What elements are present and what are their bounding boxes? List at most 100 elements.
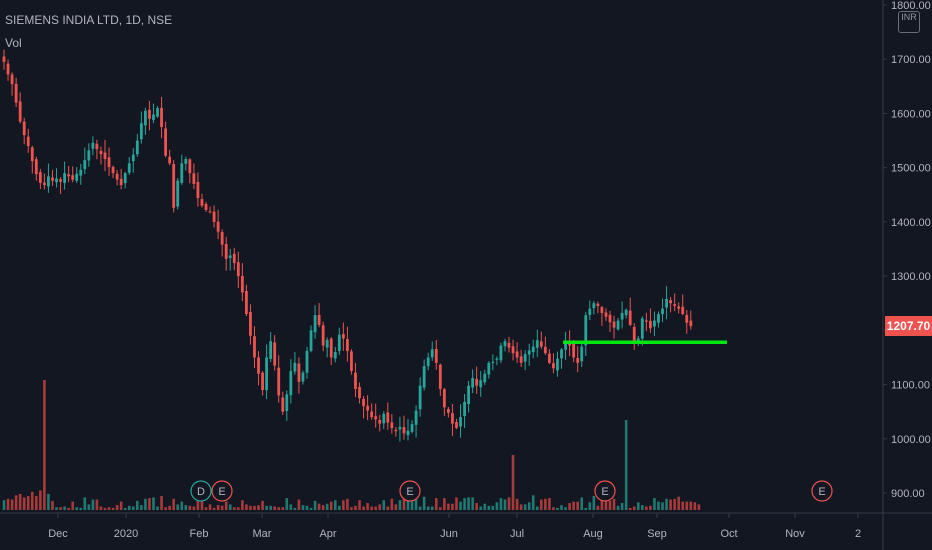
volume-bar — [156, 506, 159, 510]
volume-bar — [507, 497, 511, 510]
volume-bar — [103, 507, 107, 510]
volume-bar — [572, 501, 575, 510]
volume-bar — [511, 455, 515, 510]
candle — [337, 327, 341, 355]
candle — [55, 168, 58, 188]
volume-bar — [382, 500, 386, 510]
candle — [459, 404, 462, 438]
volume-bar — [519, 504, 523, 510]
volume-bar — [628, 507, 632, 510]
volume-bar — [673, 498, 676, 510]
candle — [499, 342, 503, 364]
volume-bar — [176, 504, 180, 510]
volume-bar — [568, 503, 571, 510]
candle — [224, 236, 228, 271]
volume-bar — [515, 498, 519, 510]
volume-bar — [487, 505, 491, 510]
candle — [228, 248, 232, 271]
volume-bar — [309, 507, 313, 510]
candle — [204, 201, 208, 212]
volume-bar — [398, 500, 402, 510]
volume-bar — [35, 496, 38, 510]
volume-bar — [463, 498, 466, 510]
candle — [115, 170, 119, 186]
candle — [257, 351, 260, 386]
candle — [341, 322, 345, 351]
candle — [616, 317, 620, 331]
volume-bar — [394, 504, 398, 510]
volume-bar — [531, 495, 535, 510]
volume-bar — [317, 503, 321, 510]
volume-bar — [556, 507, 559, 510]
candle — [103, 139, 107, 172]
candle — [374, 403, 378, 428]
volume-bar — [127, 505, 131, 510]
y-tick-label: 1800.00 — [891, 0, 931, 12]
candle — [386, 402, 390, 430]
candle — [273, 335, 277, 371]
currency-badge[interactable]: INR — [898, 11, 920, 33]
candle — [677, 302, 681, 314]
y-tick-label: 1000.00 — [891, 434, 931, 446]
candle — [180, 154, 184, 185]
volume-bar — [576, 501, 579, 510]
candle — [685, 310, 689, 334]
x-tick-label: Feb — [190, 528, 209, 540]
candle — [281, 391, 285, 415]
candle — [325, 337, 329, 358]
candle — [438, 363, 442, 396]
volume-bar — [434, 498, 438, 510]
candle — [576, 346, 580, 373]
volume-bar — [645, 506, 648, 510]
volume-bar — [370, 506, 373, 510]
volume-bar — [265, 505, 268, 510]
volume-bar — [503, 499, 507, 510]
candle — [406, 418, 410, 441]
candle — [152, 103, 155, 124]
candle — [6, 59, 10, 81]
volume-bar — [390, 498, 394, 510]
volume-bar — [313, 500, 317, 510]
candle — [99, 146, 103, 165]
volume-bar — [564, 507, 567, 510]
volume-bar — [26, 496, 30, 510]
candle — [131, 148, 135, 173]
volume-bar — [253, 505, 256, 510]
volume-bar — [406, 497, 410, 510]
earnings-marker: E — [594, 480, 616, 502]
candle — [265, 344, 268, 400]
candle — [329, 337, 333, 365]
candle — [665, 286, 668, 320]
volume-bar — [596, 505, 600, 510]
volume-bar — [665, 498, 668, 510]
candle — [535, 329, 539, 358]
volume-bar — [168, 505, 171, 510]
candle — [362, 395, 365, 419]
candle — [119, 168, 123, 190]
candle — [447, 406, 450, 418]
svg-text:E: E — [601, 486, 608, 498]
candle — [592, 301, 596, 315]
candle — [95, 139, 99, 160]
y-tick-label: 900.00 — [891, 488, 925, 500]
candle — [410, 420, 414, 434]
volume-bar — [2, 500, 6, 510]
volume-bar — [83, 497, 87, 510]
y-tick-label: 1700.00 — [891, 54, 931, 66]
volume-bar — [188, 505, 192, 510]
candle — [297, 357, 301, 394]
volume-bar — [430, 506, 434, 510]
candle — [309, 325, 313, 353]
candle — [236, 251, 240, 289]
candle — [249, 304, 252, 345]
candle — [600, 305, 604, 326]
volume-bar — [471, 497, 474, 510]
volume-bar — [245, 504, 248, 510]
volume-bar — [616, 505, 620, 510]
candle — [83, 147, 87, 175]
y-tick-label: 1300.00 — [891, 271, 931, 283]
candle — [511, 339, 515, 361]
candle — [285, 390, 289, 421]
